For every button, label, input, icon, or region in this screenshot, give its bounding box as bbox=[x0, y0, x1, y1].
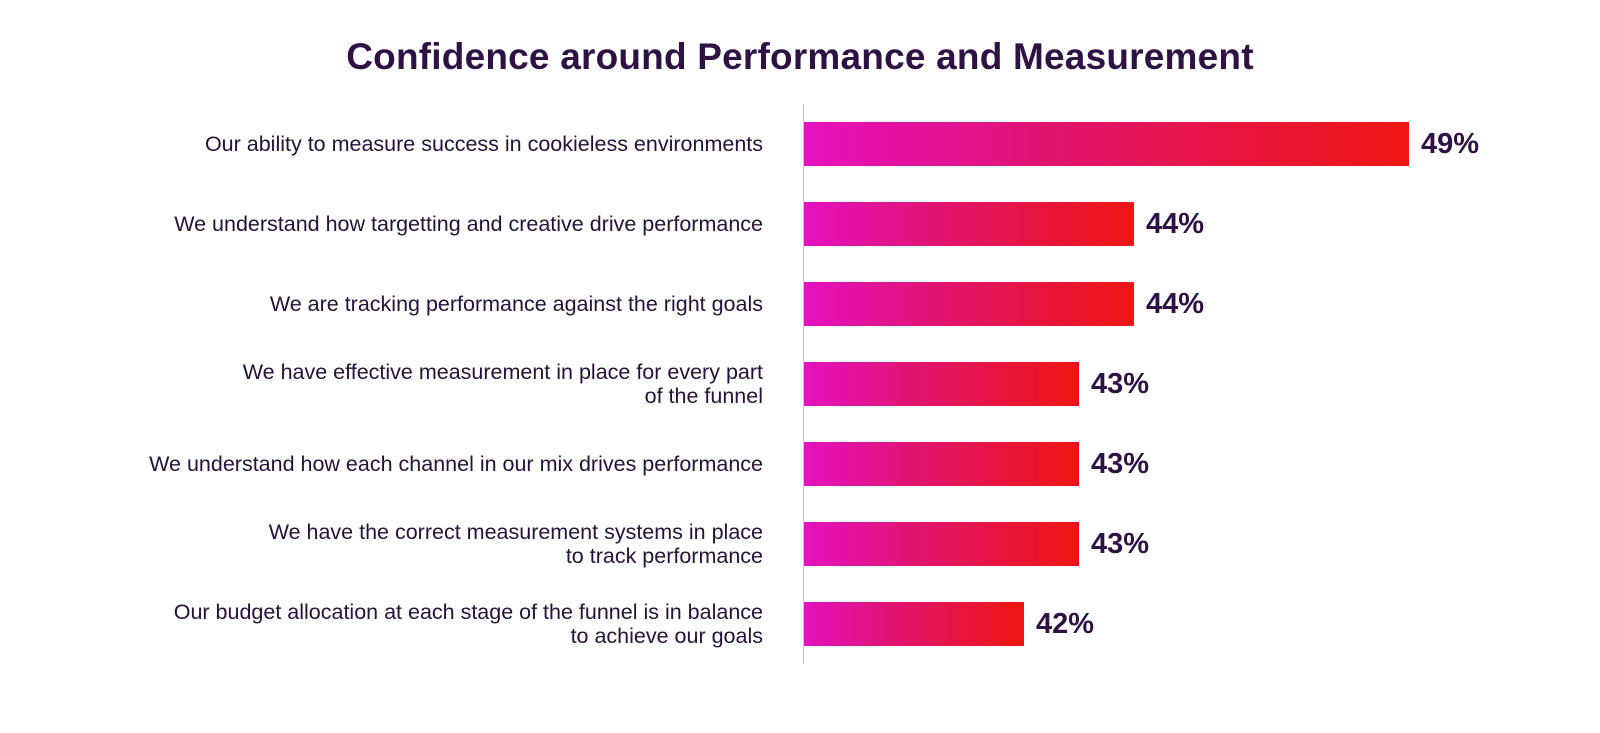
category-label: We understand how each channel in our mi… bbox=[149, 451, 763, 476]
bar-row: We have the correct measurement systems … bbox=[0, 504, 1600, 584]
bar bbox=[804, 282, 1134, 326]
bar-row: We understand how targetting and creativ… bbox=[0, 184, 1600, 264]
bar-row: We have effective measurement in place f… bbox=[0, 344, 1600, 424]
value-label: 43% bbox=[1091, 527, 1150, 560]
bar bbox=[804, 442, 1079, 486]
bar-row: We are tracking performance against the … bbox=[0, 264, 1600, 344]
bar-track: 43% bbox=[803, 504, 1600, 584]
category-label: Our budget allocation at each stage of t… bbox=[173, 599, 763, 648]
bar-track: 43% bbox=[803, 424, 1600, 504]
value-label: 42% bbox=[1036, 607, 1095, 640]
bar-track: 42% bbox=[803, 584, 1600, 664]
value-label: 49% bbox=[1421, 127, 1480, 160]
bar-track: 49% bbox=[803, 104, 1600, 184]
category-label: We have the correct measurement systems … bbox=[268, 519, 763, 568]
bar-row: Our ability to measure success in cookie… bbox=[0, 104, 1600, 184]
value-label: 44% bbox=[1146, 207, 1205, 240]
bar bbox=[804, 602, 1024, 646]
bar-chart: Our ability to measure success in cookie… bbox=[0, 104, 1600, 664]
chart-title: Confidence around Performance and Measur… bbox=[346, 36, 1254, 77]
value-label: 43% bbox=[1091, 447, 1150, 480]
category-label: Our ability to measure success in cookie… bbox=[204, 131, 763, 156]
value-label: 44% bbox=[1146, 287, 1205, 320]
bar bbox=[804, 122, 1409, 166]
bar-row: Our budget allocation at each stage of t… bbox=[0, 584, 1600, 664]
bar-row: We understand how each channel in our mi… bbox=[0, 424, 1600, 504]
bar bbox=[804, 522, 1079, 566]
category-label: We are tracking performance against the … bbox=[269, 291, 763, 316]
value-label: 43% bbox=[1091, 367, 1150, 400]
bar-track: 43% bbox=[803, 344, 1600, 424]
category-label: We understand how targetting and creativ… bbox=[174, 211, 763, 236]
category-label: We have effective measurement in place f… bbox=[242, 359, 763, 408]
bar bbox=[804, 362, 1079, 406]
bar-track: 44% bbox=[803, 184, 1600, 264]
bar bbox=[804, 202, 1134, 246]
bar-track: 44% bbox=[803, 264, 1600, 344]
